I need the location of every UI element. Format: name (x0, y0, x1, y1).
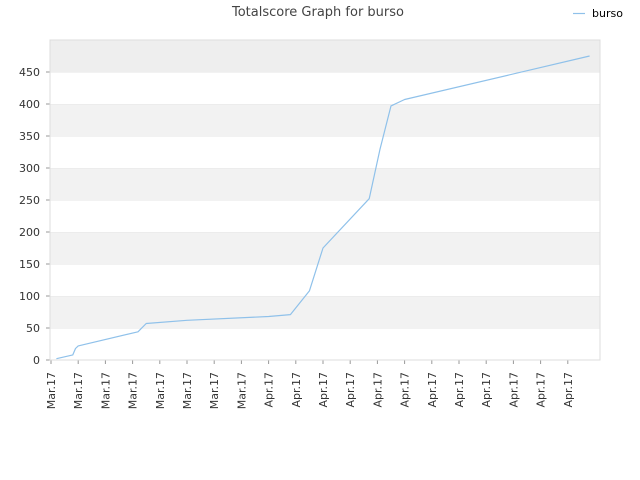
y-tick-label: 350 (19, 130, 40, 143)
legend: burso (573, 7, 623, 20)
y-tick-label: 50 (26, 322, 40, 335)
series-line-burso (56, 55, 590, 360)
x-tick-label: Apr.17 (263, 372, 276, 408)
x-tick-label: Mar.17 (99, 372, 112, 409)
plot-bands (50, 39, 600, 360)
chart-title: Totalscore Graph for burso (231, 5, 404, 20)
x-tick-label: Mar.17 (235, 372, 248, 409)
plot-band (50, 232, 600, 264)
x-tick-label: Apr.17 (426, 372, 439, 408)
x-tick-label: Apr.17 (453, 372, 466, 408)
x-tick-label: Apr.17 (480, 372, 493, 408)
series-lines (56, 55, 590, 360)
y-axis: 0 50 100 150 200 250 300 350 400 450 (19, 66, 50, 367)
plot-band (50, 136, 600, 168)
y-tick-label: 0 (33, 354, 40, 367)
x-tick-label: Apr.17 (507, 372, 520, 408)
plot-band (50, 168, 600, 200)
plot-band (50, 72, 600, 104)
x-tick-label: Mar.17 (45, 372, 58, 409)
y-tick-label: 300 (19, 162, 40, 175)
x-tick-label: Apr.17 (317, 372, 330, 408)
y-tick-label: 400 (19, 98, 40, 111)
x-tick-label: Mar.17 (208, 372, 221, 409)
y-tick-label: 450 (19, 66, 40, 79)
x-tick-label: Mar.17 (154, 372, 167, 409)
x-tick-label: Mar.17 (72, 372, 85, 409)
legend-label-burso: burso (592, 7, 623, 20)
plot-band (50, 104, 600, 136)
x-tick-label: Apr.17 (290, 372, 303, 408)
plot-band (50, 296, 600, 328)
y-tick-label: 150 (19, 258, 40, 271)
x-tick-label: Apr.17 (535, 372, 548, 408)
x-tick-label: Apr.17 (399, 372, 412, 408)
plot-band (50, 264, 600, 296)
y-tick-label: 200 (19, 226, 40, 239)
x-tick-label: Apr.17 (344, 372, 357, 408)
x-tick-label: Apr.17 (371, 372, 384, 408)
x-tick-label: Apr.17 (562, 372, 575, 408)
plot-band (50, 200, 600, 232)
x-tick-label: Mar.17 (127, 372, 140, 409)
plot-border (49, 39, 601, 361)
plot-band (50, 40, 600, 72)
plot-band (50, 328, 600, 360)
y-tick-label: 100 (19, 290, 40, 303)
y-tick-label: 250 (19, 194, 40, 207)
x-tick-label: Mar.17 (181, 372, 194, 409)
x-axis: Mar.17 Mar.17 Mar.17 Mar.17 Mar.17 Mar.17 Mar.… (45, 360, 575, 409)
